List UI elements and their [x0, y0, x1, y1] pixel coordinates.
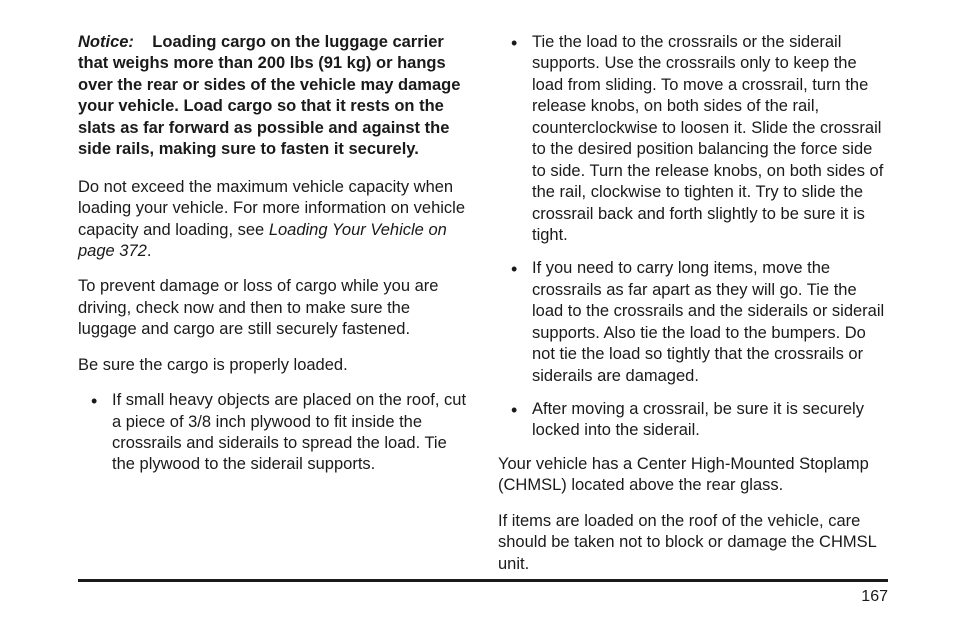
bullet-locked: After moving a crossrail, be sure it is …	[498, 399, 888, 442]
page-number: 167	[78, 588, 888, 606]
properly-loaded-paragraph: Be sure the cargo is properly loaded.	[78, 355, 468, 376]
bullet-list-left: If small heavy objects are placed on the…	[78, 390, 468, 476]
bullet-long-items: If you need to carry long items, move th…	[498, 258, 888, 387]
prevent-damage-paragraph: To prevent damage or loss of cargo while…	[78, 276, 468, 340]
bullet-list-right: Tie the load to the crossrails or the si…	[498, 32, 888, 442]
bullet-plywood: If small heavy objects are placed on the…	[78, 390, 468, 476]
footer-rule	[78, 579, 888, 582]
chmsl-care-paragraph: If items are loaded on the roof of the v…	[498, 511, 888, 575]
notice-label: Notice:	[78, 33, 134, 51]
right-column: Tie the load to the crossrails or the si…	[498, 32, 888, 589]
notice-paragraph: Notice: Loading cargo on the luggage car…	[78, 32, 468, 161]
chmsl-paragraph: Your vehicle has a Center High-Mounted S…	[498, 454, 888, 497]
page-footer: 167	[78, 579, 888, 606]
page-content: Notice: Loading cargo on the luggage car…	[0, 0, 954, 589]
bullet-crossrails: Tie the load to the crossrails or the si…	[498, 32, 888, 246]
notice-text: Loading cargo on the luggage carrier tha…	[78, 33, 460, 158]
capacity-paragraph: Do not exceed the maximum vehicle capaci…	[78, 177, 468, 263]
left-column: Notice: Loading cargo on the luggage car…	[78, 32, 468, 589]
